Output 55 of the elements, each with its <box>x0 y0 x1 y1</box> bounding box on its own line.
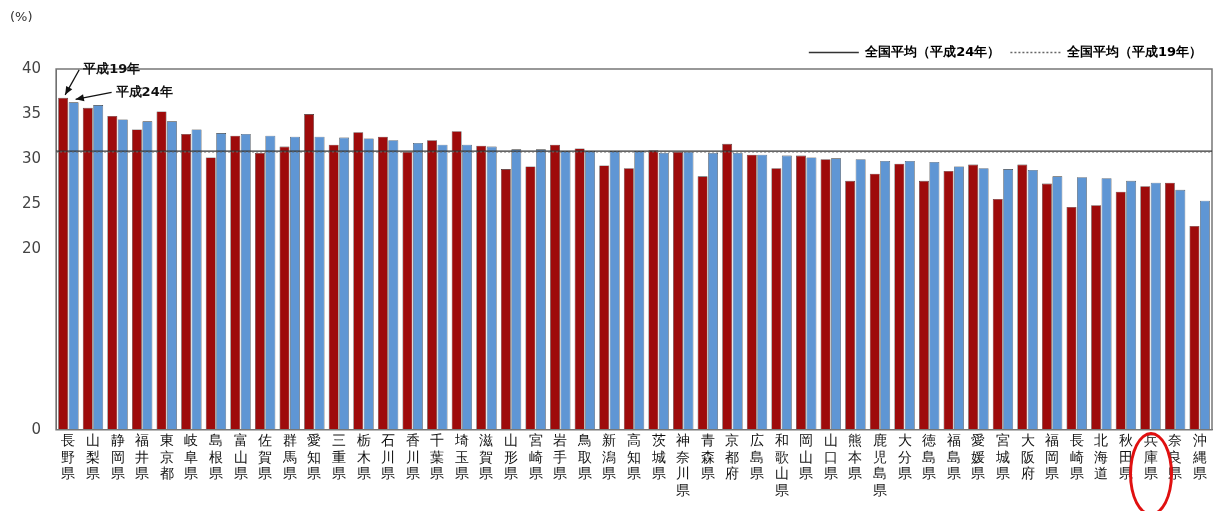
x-tick-label: 滋賀県 <box>479 431 494 482</box>
x-tick-label: 広島県 <box>750 431 765 482</box>
x-tick-label: 北海道 <box>1094 431 1109 482</box>
x-tick-label: 三重県 <box>331 431 346 482</box>
x-tick-label: 鹿児島県 <box>872 431 887 499</box>
x-tick-label: 神奈川県 <box>676 431 691 499</box>
x-tick-label: 石川県 <box>381 431 396 482</box>
x-tick-label: 青森県 <box>700 431 715 482</box>
x-tick-label: 宮崎県 <box>528 431 543 482</box>
y-tick-label: 0 <box>31 419 42 438</box>
x-tick-label: 鳥取県 <box>576 431 592 482</box>
y-axis-title: (%) <box>10 9 33 25</box>
y-tick-label: 20 <box>21 239 42 258</box>
x-tick-label: 富山県 <box>233 431 248 482</box>
legend-label: 全国平均（平成19年） <box>1065 43 1202 59</box>
x-tick-label: 山形県 <box>504 431 519 482</box>
x-tick-label: 新潟県 <box>602 431 617 482</box>
x-tick-label: 熊本県 <box>848 431 863 482</box>
x-tick-label: 愛媛県 <box>971 431 986 482</box>
x-tick-label: 栃木県 <box>356 431 371 482</box>
x-tick-label: 高知県 <box>627 431 642 482</box>
x-tick-label: 沖縄県 <box>1191 431 1207 482</box>
x-tick-label: 福岡県 <box>1045 431 1060 482</box>
text: 平成19年 <box>82 61 141 77</box>
x-tick-label: 岩手県 <box>553 431 568 482</box>
x-tick-label: 山梨県 <box>85 431 100 482</box>
legend-label: 全国平均（平成24年） <box>864 43 1001 59</box>
x-tick-label: 和歌山県 <box>774 431 789 499</box>
x-tick-label: 島根県 <box>208 431 223 482</box>
x-tick-label: 愛知県 <box>307 431 322 482</box>
x-tick-label: 福島県 <box>946 431 961 482</box>
x-tick-label: 徳島県 <box>922 431 937 482</box>
x-tick-label: 群馬県 <box>281 431 297 482</box>
y-tick-label: 40 <box>21 58 42 77</box>
x-tick-label: 京都府 <box>725 431 740 482</box>
x-tick-label: 大阪府 <box>1020 431 1035 482</box>
x-tick-label: 千葉県 <box>430 431 445 482</box>
y-tick-label: 35 <box>21 103 42 122</box>
y-tick-label: 30 <box>21 149 42 168</box>
y-tick-label: 25 <box>21 194 42 213</box>
x-tick-label: 福井県 <box>135 431 150 482</box>
x-tick-label: 長野県 <box>61 431 76 482</box>
x-tick-label: 埼玉県 <box>453 431 469 482</box>
x-tick-label: 宮城県 <box>994 431 1010 482</box>
x-tick-label: 岡山県 <box>799 431 814 482</box>
x-tick-label: 茨城県 <box>650 431 666 482</box>
x-tick-label: 香川県 <box>405 431 420 482</box>
x-tick-label: 東京都 <box>159 431 174 482</box>
x-tick-label: 岐阜県 <box>184 431 199 482</box>
x-tick-label: 佐賀県 <box>258 431 273 482</box>
x-tick-label: 静岡県 <box>110 431 125 482</box>
series-label: 平成24年 <box>114 83 173 99</box>
x-tick-label: 山口県 <box>823 431 838 482</box>
x-tick-label: 大分県 <box>897 431 912 482</box>
x-tick-label: 長崎県 <box>1069 431 1084 482</box>
